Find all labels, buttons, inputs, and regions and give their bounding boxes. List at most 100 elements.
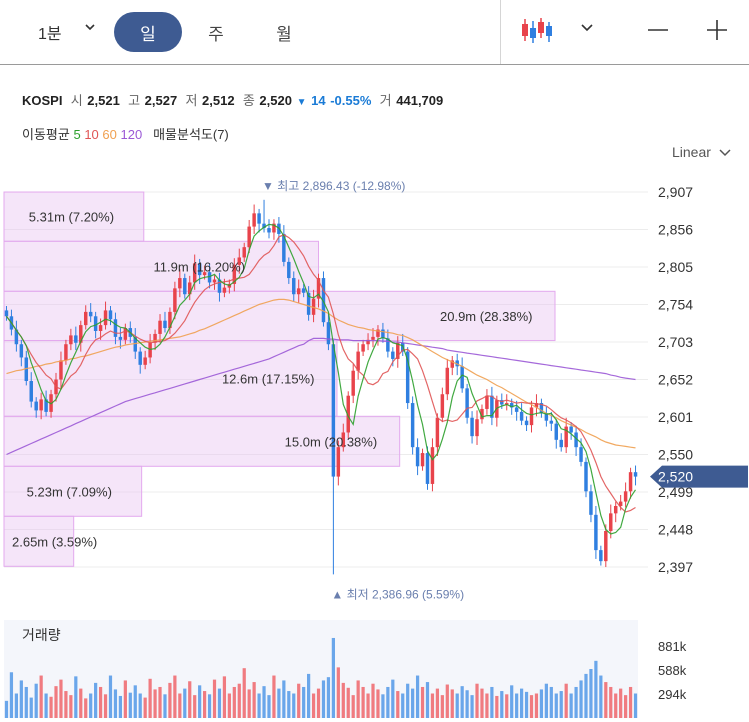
zoom-out-icon[interactable]: [646, 18, 670, 42]
volume-bar: [212, 679, 217, 718]
volume-bar: [331, 637, 335, 718]
volume-bar: [39, 675, 43, 718]
candle-body: [39, 399, 43, 411]
candle-body: [34, 401, 38, 411]
volume-bar: [574, 686, 578, 718]
candle-body: [604, 531, 608, 562]
chart-type-chevron-icon[interactable]: [580, 20, 594, 34]
candle-body: [54, 379, 58, 395]
volume-bar: [307, 673, 311, 718]
candle-body: [316, 278, 321, 299]
volume-bar: [207, 694, 212, 718]
volume-bar: [252, 682, 256, 718]
candle-body: [435, 417, 440, 448]
candle-body: [425, 453, 430, 484]
y-tick-label: 2,397: [658, 559, 693, 575]
candle-body: [242, 247, 246, 258]
volume-bar: [103, 694, 108, 718]
volume-bar: [356, 680, 360, 718]
y-tick-label: 2,703: [658, 334, 693, 350]
candle-body: [88, 311, 93, 317]
candle-body: [584, 461, 588, 492]
candle-body: [534, 403, 539, 408]
volume-profile-legend[interactable]: 매물분석도(7): [153, 127, 229, 142]
quote-summary: KOSPI 시 2,521 고 2,527 저 2,512 종 2,520 ▼ …: [22, 90, 444, 109]
candle-body: [163, 320, 167, 329]
volume-bar: [163, 694, 167, 718]
candle-body: [83, 311, 88, 326]
zoom-in-icon[interactable]: [705, 18, 729, 42]
candle-body: [410, 403, 415, 448]
volume-profile-label: 2.65m (3.59%): [12, 534, 97, 549]
candle-body: [158, 320, 162, 334]
candlestick-chart-icon[interactable]: [520, 16, 554, 46]
ma-label[interactable]: 이동평균: [22, 127, 70, 142]
volume-bar: [173, 675, 177, 718]
candle-body: [490, 395, 494, 418]
toolbar-divider: [500, 0, 501, 64]
volume-bar: [222, 676, 227, 718]
volume-bar: [381, 694, 385, 718]
volume-bar: [198, 685, 202, 718]
candle-body: [148, 342, 152, 358]
candle-body: [168, 311, 172, 329]
candle-body: [29, 381, 33, 402]
volume-bar: [193, 695, 197, 718]
candle-body: [351, 370, 355, 396]
candle-body: [103, 310, 108, 326]
period-select[interactable]: 1분: [38, 20, 95, 44]
volume-bar: [440, 695, 444, 718]
tab-week[interactable]: 주: [190, 12, 242, 52]
volume-panel-title: 거래량: [22, 627, 61, 643]
ma-5-line: [6, 223, 637, 535]
toolbar: 1분 일 주 월: [0, 0, 749, 65]
volume-bar: [148, 678, 152, 718]
volume-bar: [411, 688, 415, 718]
candle-body: [495, 400, 499, 418]
tab-month[interactable]: 월: [258, 12, 310, 52]
candle-body: [19, 344, 24, 358]
volume-bar: [633, 693, 638, 718]
min-price-annotation: ▲ 최저 2,386.96 (5.59%): [331, 587, 464, 601]
candle-body: [296, 288, 301, 295]
candle-body: [376, 329, 380, 337]
current-price-label: 2,520: [658, 469, 693, 485]
volume-bar: [445, 684, 449, 718]
volume-profile-bar: [3, 340, 338, 417]
high-value: 2,527: [144, 93, 178, 108]
candle-body: [143, 357, 147, 365]
y-tick-label: 2,754: [658, 297, 693, 313]
volume-bar: [341, 682, 345, 718]
candle-body: [500, 400, 504, 405]
volume-bar: [178, 693, 182, 718]
candle-body: [400, 342, 405, 352]
candle-body: [108, 310, 113, 320]
candle-body: [505, 403, 509, 405]
volume-bar: [262, 686, 266, 718]
volume-bar: [371, 683, 375, 718]
volume-bar: [227, 693, 231, 718]
candle-body: [301, 288, 306, 293]
volume-bar: [455, 693, 459, 718]
scale-mode-select[interactable]: Linear: [672, 144, 731, 160]
volume-bar: [242, 668, 246, 718]
candle-body: [633, 472, 638, 477]
candle-body: [257, 213, 261, 224]
tab-day[interactable]: 일: [114, 12, 182, 52]
volume-profile-bar: [3, 191, 145, 242]
y-tick-label: 2,448: [658, 522, 693, 538]
volume-bar: [624, 695, 628, 718]
volume-bar: [604, 682, 608, 718]
volume-bar: [118, 695, 123, 718]
candle-body: [564, 426, 568, 448]
volume-bar: [336, 667, 340, 718]
volume-bar: [519, 688, 524, 718]
close-label: 종: [242, 93, 255, 108]
ma-10-legend: 10: [84, 127, 99, 142]
volume-bar: [4, 700, 9, 718]
volume-bar: [321, 680, 326, 718]
volume-bar: [202, 691, 207, 718]
candle-body: [202, 272, 207, 276]
candle-body: [123, 328, 128, 340]
y-tick-label: 2,601: [658, 409, 693, 425]
